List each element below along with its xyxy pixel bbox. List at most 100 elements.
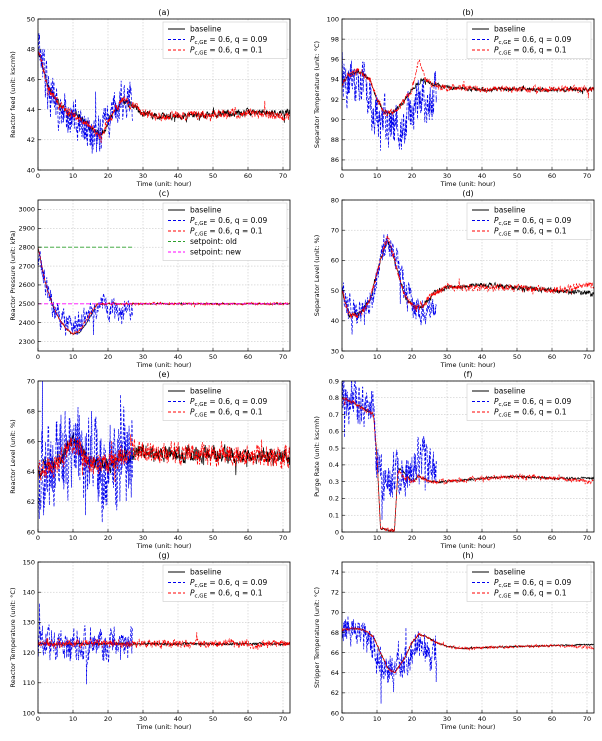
y-tick-label: 3000 — [18, 206, 35, 214]
y-tick-label: 60 — [27, 528, 35, 536]
x-tick-label: 20 — [104, 353, 112, 361]
chart-title: (h) — [462, 551, 473, 560]
plot-frame — [341, 18, 595, 171]
y-axis-label: Purge Rate (unit: kscmh) — [313, 416, 321, 497]
y-tick-label: 64 — [27, 468, 35, 476]
x-tick-label: 10 — [69, 534, 77, 542]
y-tick-label: 60 — [331, 257, 339, 265]
x-tick-label: 60 — [244, 353, 252, 361]
x-tick-label: 70 — [279, 353, 287, 361]
y-tick-label: 50 — [27, 15, 35, 23]
x-tick-label: 0 — [36, 534, 40, 542]
y-tick-label: 50 — [331, 287, 339, 295]
x-tick-label: 70 — [583, 534, 591, 542]
x-axis-label: Time (unit: hour) — [136, 180, 192, 188]
x-tick-label: 10 — [373, 172, 381, 180]
y-tick-label: 0 — [335, 528, 339, 536]
series-line — [342, 234, 594, 319]
y-axis-label: Stripper Temperature (unit: °C) — [313, 587, 321, 688]
legend-label: Pc,GE = 0.6, q = 0.09 — [190, 216, 268, 227]
plot-frame — [37, 18, 291, 171]
y-tick-label: 100 — [23, 709, 35, 717]
legend-label: setpoint: new — [190, 248, 241, 257]
legend-label: Pc,GE = 0.6, q = 0.1 — [190, 46, 263, 57]
y-tick-label: 64 — [331, 669, 339, 677]
x-tick-label: 0 — [36, 353, 40, 361]
x-tick-label: 40 — [174, 534, 182, 542]
x-tick-label: 30 — [443, 172, 451, 180]
y-tick-label: 0.9 — [329, 377, 339, 385]
y-tick-label: 100 — [327, 15, 339, 23]
y-tick-label: 62 — [331, 689, 339, 697]
series-line — [342, 68, 594, 116]
series-line — [38, 250, 133, 337]
y-tick-label: 120 — [23, 649, 35, 657]
y-tick-label: 66 — [27, 438, 35, 446]
y-tick-label: 2800 — [18, 243, 35, 251]
y-tick-label: 150 — [23, 558, 35, 566]
x-tick-label: 10 — [69, 715, 77, 723]
y-tick-label: 0.5 — [329, 444, 339, 452]
y-tick-label: 2300 — [18, 338, 35, 346]
legend-label: Pc,GE = 0.6, q = 0.09 — [190, 397, 268, 408]
plot-frame — [37, 380, 291, 533]
y-tick-label: 98 — [331, 35, 339, 43]
y-tick-label: 46 — [27, 76, 35, 84]
x-tick-label: 40 — [174, 353, 182, 361]
x-tick-label: 20 — [408, 353, 416, 361]
x-axis-label: Time (unit: hour) — [136, 361, 192, 369]
y-tick-label: 140 — [23, 589, 35, 597]
x-tick-label: 70 — [583, 715, 591, 723]
y-tick-label: 30 — [331, 347, 339, 355]
chart-panel: 0 10 20 30 40 50 60 70 86 88 90 92 94 96 98 100 (b) Time … — [313, 8, 595, 188]
series-line — [342, 397, 594, 532]
x-tick-label: 30 — [443, 534, 451, 542]
y-tick-label: 68 — [331, 629, 339, 637]
y-tick-label: 60 — [331, 709, 339, 717]
legend-label: Pc,GE = 0.6, q = 0.1 — [494, 227, 567, 238]
x-tick-label: 30 — [139, 353, 147, 361]
legend-label: Pc,GE = 0.6, q = 0.09 — [494, 35, 572, 46]
y-tick-label: 74 — [331, 568, 339, 576]
y-tick-label: 2400 — [18, 319, 35, 327]
chart-panel: 0 10 20 30 40 50 60 70 40 42 44 46 48 50 (a) Time (unit… — [9, 8, 291, 188]
legend-label: Pc,GE = 0.6, q = 0.1 — [494, 589, 567, 600]
x-tick-label: 50 — [513, 353, 521, 361]
series-line — [342, 615, 437, 704]
x-tick-label: 0 — [36, 172, 40, 180]
x-tick-label: 10 — [373, 534, 381, 542]
y-tick-label: 86 — [331, 156, 339, 164]
x-tick-label: 10 — [373, 353, 381, 361]
y-tick-label: 0.6 — [329, 428, 339, 436]
x-axis-label: Time (unit: hour) — [440, 180, 496, 188]
legend-label: baseline — [190, 25, 222, 34]
legend-label: setpoint: old — [190, 237, 237, 246]
legend-label: Pc,GE = 0.6, q = 0.1 — [190, 589, 263, 600]
chart-panel: 0 10 20 30 40 50 60 70 60 62 64 66 68 70 72 74 (h) Time (… — [313, 551, 595, 731]
x-tick-label: 60 — [244, 534, 252, 542]
y-tick-label: 130 — [23, 619, 35, 627]
x-tick-label: 40 — [478, 715, 486, 723]
y-tick-label: 88 — [331, 136, 339, 144]
series-line — [38, 603, 133, 685]
chart-panel: 0 10 20 30 40 50 60 70 0 0.1 0.2 0.3 0.4 0.5 0.6 0.7 0.8… — [313, 370, 595, 550]
chart-panel: 0 10 20 30 40 50 60 70 30 40 50 60 70 80 (d) Time (unit… — [313, 189, 595, 369]
legend-label: Pc,GE = 0.6, q = 0.09 — [494, 216, 572, 227]
legend-label: Pc,GE = 0.6, q = 0.1 — [190, 227, 263, 238]
legend-label: baseline — [190, 206, 222, 215]
y-tick-label: 96 — [331, 56, 339, 64]
y-tick-label: 44 — [27, 106, 35, 114]
y-tick-label: 72 — [331, 589, 339, 597]
plot-frame — [37, 199, 291, 352]
chart-panel: 0 10 20 30 40 50 60 70 60 62 64 66 68 70 (e) Time (unit… — [9, 370, 291, 550]
x-tick-label: 70 — [279, 172, 287, 180]
y-tick-label: 0.3 — [329, 478, 339, 486]
y-axis-label: Separator Level (unit: %) — [313, 235, 321, 316]
x-tick-label: 40 — [174, 715, 182, 723]
legend-label: Pc,GE = 0.6, q = 0.09 — [494, 397, 572, 408]
x-tick-label: 30 — [443, 715, 451, 723]
x-tick-label: 50 — [513, 172, 521, 180]
x-tick-label: 30 — [139, 715, 147, 723]
legend-label: baseline — [494, 387, 526, 396]
